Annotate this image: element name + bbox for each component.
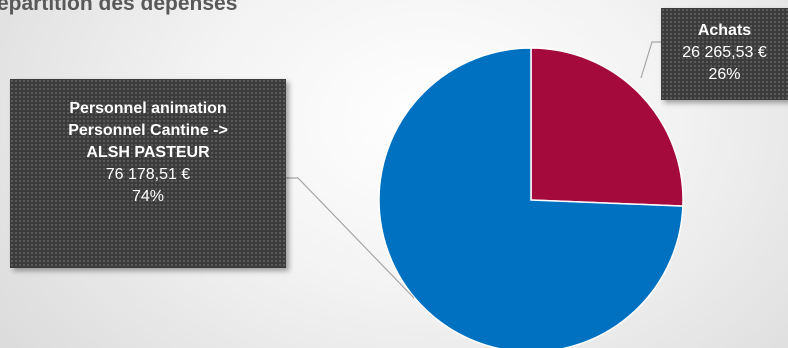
chart-title: épartition des dépenses xyxy=(0,0,238,15)
slice-label-line-1: Personnel animation xyxy=(69,100,227,117)
slice-percent: 26% xyxy=(708,66,741,83)
data-label-personnel: Personnel animation Personnel Cantine ->… xyxy=(10,79,286,268)
slice-value: 26 265,53 € xyxy=(682,44,767,61)
slice-label: Achats xyxy=(697,22,752,39)
leader-line-achats xyxy=(640,41,661,79)
slice-value: 76 178,51 € xyxy=(105,166,191,183)
slice-percent: 74% xyxy=(131,188,165,205)
pie-slice-personnel xyxy=(378,47,684,348)
slice-label-line-2: Personnel Cantine -> xyxy=(68,122,228,139)
slice-label-line-3: ALSH PASTEUR xyxy=(86,144,210,161)
leader-line-personnel xyxy=(286,177,415,299)
data-label-achats: Achats 26 265,53 € 26% xyxy=(661,8,788,100)
pie-slice-achats xyxy=(530,47,684,207)
